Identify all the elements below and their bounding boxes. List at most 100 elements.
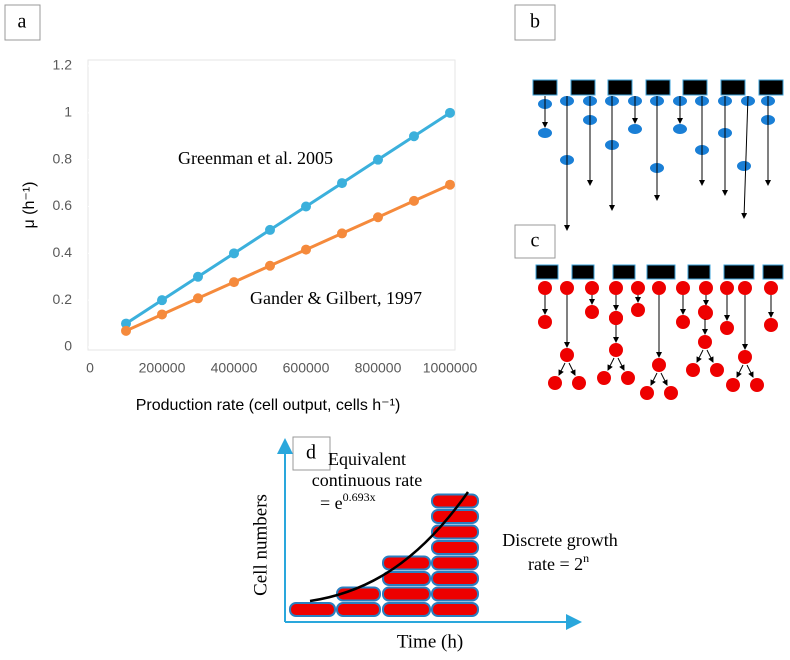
point [373, 212, 383, 223]
cell [698, 335, 712, 349]
x-tick-label: 800000 [355, 360, 402, 376]
block [607, 79, 633, 96]
y-tick-label: 1.2 [53, 57, 73, 73]
cell [609, 343, 623, 357]
point [229, 248, 239, 259]
block [758, 79, 784, 96]
panel-label: b [530, 11, 540, 33]
cell [560, 348, 574, 362]
block [571, 264, 595, 280]
cell [652, 281, 666, 295]
cell [710, 363, 724, 377]
x-tick-label: 200000 [139, 360, 186, 376]
annotation: rate = 2n [528, 551, 589, 574]
cell [609, 311, 623, 325]
cell [631, 303, 645, 317]
point [337, 228, 347, 239]
cell [538, 315, 552, 329]
annotation: = e [320, 493, 343, 513]
cell [431, 509, 479, 524]
cell [538, 128, 552, 138]
block [646, 264, 676, 280]
cell [609, 281, 623, 295]
y-tick-label: 0.4 [53, 244, 73, 260]
cell [737, 161, 751, 171]
cell [676, 281, 690, 295]
cell [699, 281, 713, 295]
point [301, 244, 311, 255]
block [645, 79, 671, 96]
arrow [617, 357, 625, 371]
panel-label: a [18, 11, 27, 33]
y-tick-label: 0.8 [53, 150, 73, 166]
cell [676, 315, 690, 329]
cell [750, 378, 764, 392]
annotation: continuous rate [312, 470, 422, 490]
x-tick-label: 600000 [283, 360, 330, 376]
point [373, 154, 383, 165]
panel-label: c [531, 230, 540, 252]
point [409, 195, 419, 206]
cell [382, 586, 431, 602]
arrow [746, 364, 754, 378]
cell [431, 571, 479, 586]
y-axis-label: μ (h⁻¹) [21, 182, 38, 229]
superscript: n [583, 551, 589, 565]
cell [764, 281, 778, 295]
cell [560, 281, 574, 295]
x-tick-label: 400000 [211, 360, 258, 376]
diagram-b [532, 79, 784, 231]
panel-label-box [514, 4, 556, 41]
cell [336, 602, 381, 617]
cell [631, 281, 645, 295]
cell [764, 318, 778, 332]
series-label: Greenman et al. 2005 [178, 148, 333, 168]
block [723, 264, 755, 280]
series-label: Gander & Gilbert, 1997 [250, 288, 422, 308]
cell [431, 602, 479, 617]
annotation: Equivalent [328, 449, 406, 469]
x-tick-label: 0 [86, 360, 94, 376]
panel-label: d [306, 442, 316, 464]
cell [686, 363, 700, 377]
arrow [706, 349, 714, 363]
arrow [696, 349, 704, 363]
plot-frame [87, 59, 456, 351]
point [121, 318, 131, 329]
cell [673, 124, 687, 134]
cell [585, 281, 599, 295]
cell [726, 378, 740, 392]
point [193, 293, 203, 304]
cell [652, 358, 666, 372]
superscript: 0.693x [343, 490, 376, 504]
line [125, 183, 451, 333]
curve [309, 491, 470, 603]
panel-label-box [4, 4, 41, 41]
cell [720, 281, 734, 295]
arrow [568, 362, 576, 376]
cell [382, 555, 431, 571]
point [193, 271, 203, 282]
cell [664, 386, 678, 400]
x-tick-label: 1000000 [423, 360, 478, 376]
arrow [660, 372, 668, 386]
arrow [607, 357, 615, 371]
cell [720, 321, 734, 335]
block [535, 264, 559, 280]
point [121, 325, 131, 336]
cell [628, 124, 642, 134]
y-tick-label: 0 [64, 338, 72, 354]
cell [572, 376, 586, 390]
point [229, 277, 239, 288]
point [337, 178, 347, 189]
point [265, 224, 275, 235]
arrow [736, 364, 744, 378]
y-tick-label: 1 [64, 104, 72, 120]
block [762, 264, 784, 280]
block [720, 79, 746, 96]
cell [289, 602, 336, 617]
axis-label: Cell numbers [250, 494, 271, 596]
diagram-c [535, 264, 784, 400]
cell [382, 602, 431, 617]
